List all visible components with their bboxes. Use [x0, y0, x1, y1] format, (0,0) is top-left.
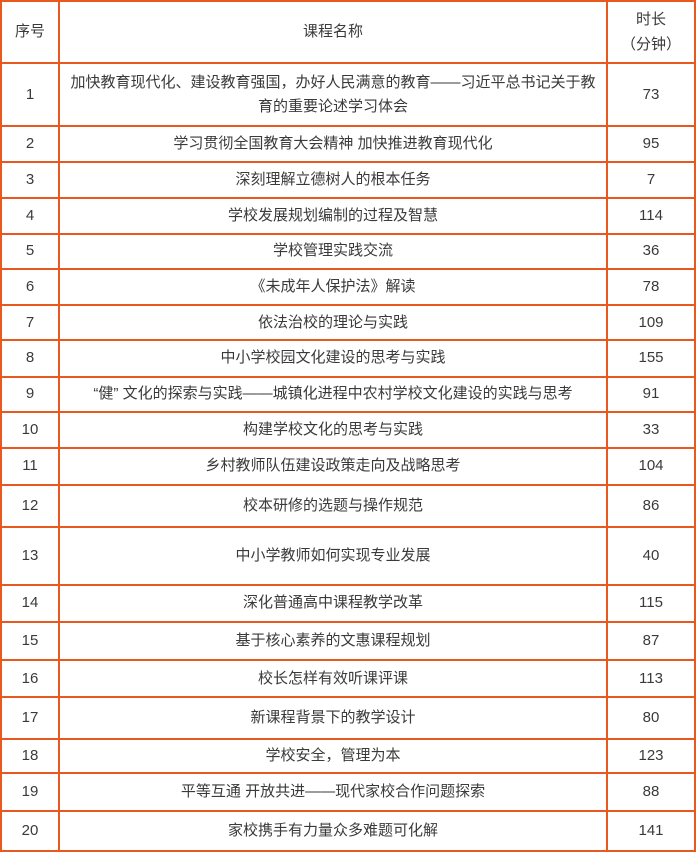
table-row: 14 深化普通高中课程教学改革 115 — [0, 583, 696, 623]
row-number-cell: 6 — [0, 267, 60, 307]
course-name-cell: 学校发展规划编制的过程及智慧 — [58, 196, 608, 235]
duration-cell: 113 — [606, 658, 696, 699]
course-name-cell: 基于核心素养的文惠课程规划 — [58, 620, 608, 661]
duration-cell: 73 — [606, 61, 696, 128]
header-duration: 时长 （分钟） — [606, 0, 696, 64]
row-number-cell: 5 — [0, 232, 60, 271]
row-number-cell: 2 — [0, 125, 60, 164]
duration-cell: 115 — [606, 583, 696, 623]
course-name-cell: 学校安全，管理为本 — [58, 738, 608, 775]
header-duration-line1: 时长 — [635, 10, 666, 28]
table-row: 7 依法治校的理论与实践 109 — [0, 304, 696, 342]
table-row: 6 《未成年人保护法》解读 78 — [0, 267, 696, 307]
table-row: 9 “健” 文化的探索与实践——城镇化进程中农村学校文化建设的实践与思考 91 — [0, 375, 696, 413]
duration-cell: 7 — [606, 161, 696, 199]
duration-cell: 114 — [606, 196, 696, 235]
table-row: 19 平等互通 开放共进——现代家校合作问题探索 88 — [0, 772, 696, 812]
duration-cell: 95 — [606, 125, 696, 164]
duration-cell: 78 — [606, 267, 696, 307]
table-row: 1 加快教育现代化、建设教育强国，办好人民满意的教育——习近平总书记关于教育的重要… — [0, 61, 696, 128]
course-name-cell: 构建学校文化的思考与实践 — [58, 410, 608, 449]
duration-cell: 40 — [606, 526, 696, 586]
course-name-cell: 校本研修的选题与操作规范 — [58, 484, 608, 529]
course-name-cell: 深化普通高中课程教学改革 — [58, 583, 608, 623]
course-name-cell: 家校携手有力量众多难题可化解 — [58, 809, 608, 852]
duration-cell: 88 — [606, 772, 696, 812]
table-row: 12 校本研修的选题与操作规范 86 — [0, 484, 696, 529]
table-row: 20 家校携手有力量众多难题可化解 141 — [0, 809, 696, 852]
row-number-cell: 7 — [0, 304, 60, 342]
row-number-cell: 13 — [0, 526, 60, 586]
row-number-cell: 1 — [0, 61, 60, 128]
duration-cell: 123 — [606, 738, 696, 775]
duration-cell: 80 — [606, 696, 696, 741]
course-name-cell: 学校管理实践交流 — [58, 232, 608, 271]
row-number-cell: 4 — [0, 196, 60, 235]
row-number-cell: 10 — [0, 410, 60, 449]
course-name-cell: 新课程背景下的教学设计 — [58, 696, 608, 741]
course-name-cell: 中小学教师如何实现专业发展 — [58, 526, 608, 586]
course-name-cell: 乡村教师队伍建设政策走向及战略思考 — [58, 446, 608, 487]
table-row: 15 基于核心素养的文惠课程规划 87 — [0, 620, 696, 661]
table-row: 3 深刻理解立德树人的根本任务 7 — [0, 161, 696, 199]
table-row: 8 中小学校园文化建设的思考与实践 155 — [0, 339, 696, 378]
row-number-cell: 17 — [0, 696, 60, 741]
table-row: 10 构建学校文化的思考与实践 33 — [0, 410, 696, 449]
duration-cell: 109 — [606, 304, 696, 342]
table-row: 17 新课程背景下的教学设计 80 — [0, 696, 696, 741]
row-number-cell: 3 — [0, 161, 60, 199]
duration-cell: 141 — [606, 809, 696, 852]
table-row: 2 学习贯彻全国教育大会精神 加快推进教育现代化 95 — [0, 125, 696, 164]
header-duration-line2: （分钟） — [620, 36, 681, 53]
course-name-cell: 中小学校园文化建设的思考与实践 — [58, 339, 608, 378]
duration-cell: 104 — [606, 446, 696, 487]
table-row: 5 学校管理实践交流 36 — [0, 232, 696, 271]
course-name-cell: 加快教育现代化、建设教育强国，办好人民满意的教育——习近平总书记关于教育的重要论… — [58, 61, 608, 128]
row-number-cell: 18 — [0, 738, 60, 775]
table-row: 18 学校安全，管理为本 123 — [0, 738, 696, 775]
course-name-cell: 平等互通 开放共进——现代家校合作问题探索 — [58, 772, 608, 812]
row-number-cell: 20 — [0, 809, 60, 852]
duration-cell: 33 — [606, 410, 696, 449]
header-no: 序号 — [0, 0, 60, 64]
header-course-name: 课程名称 — [58, 0, 608, 64]
course-name-cell: 深刻理解立德树人的根本任务 — [58, 161, 608, 199]
duration-cell: 36 — [606, 232, 696, 271]
duration-cell: 87 — [606, 620, 696, 661]
row-number-cell: 12 — [0, 484, 60, 529]
row-number-cell: 19 — [0, 772, 60, 812]
row-number-cell: 15 — [0, 620, 60, 661]
table-row: 4 学校发展规划编制的过程及智慧 114 — [0, 196, 696, 235]
table-row: 13 中小学教师如何实现专业发展 40 — [0, 526, 696, 586]
row-number-cell: 11 — [0, 446, 60, 487]
course-name-cell: “健” 文化的探索与实践——城镇化进程中农村学校文化建设的实践与思考 — [58, 375, 608, 413]
course-table-body: 1 加快教育现代化、建设教育强国，办好人民满意的教育——习近平总书记关于教育的重要… — [0, 61, 696, 852]
row-number-cell: 9 — [0, 375, 60, 413]
course-name-cell: 依法治校的理论与实践 — [58, 304, 608, 342]
duration-cell: 91 — [606, 375, 696, 413]
header-row: 序号 课程名称 时长 （分钟） — [0, 0, 696, 64]
duration-cell: 155 — [606, 339, 696, 378]
course-name-cell: 学习贯彻全国教育大会精神 加快推进教育现代化 — [58, 125, 608, 164]
table-row: 16 校长怎样有效听课评课 113 — [0, 658, 696, 699]
course-name-cell: 校长怎样有效听课评课 — [58, 658, 608, 699]
course-name-cell: 《未成年人保护法》解读 — [58, 267, 608, 307]
row-number-cell: 14 — [0, 583, 60, 623]
row-number-cell: 8 — [0, 339, 60, 378]
table-row: 11 乡村教师队伍建设政策走向及战略思考 104 — [0, 446, 696, 487]
duration-cell: 86 — [606, 484, 696, 529]
row-number-cell: 16 — [0, 658, 60, 699]
